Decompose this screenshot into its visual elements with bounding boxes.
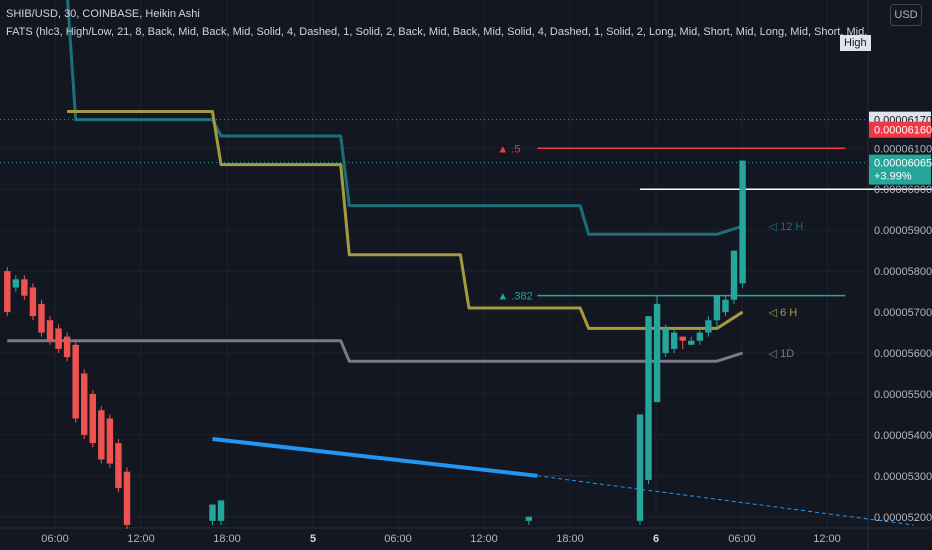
candle-body — [123, 471, 131, 525]
candle-body — [217, 500, 225, 521]
fats-line-label: ◁ 1D — [769, 348, 795, 360]
candles — [4, 160, 746, 530]
candle-body — [713, 295, 721, 321]
indicator-legend[interactable]: FATS (hlc3, High/Low, 21, 8, Back, Mid, … — [6, 26, 870, 38]
candle-body — [739, 160, 746, 284]
candle-body — [653, 303, 661, 403]
fats-line-6h — [67, 109, 744, 330]
time-tick-label: 06:00 — [41, 533, 69, 545]
high-price-label: High — [840, 35, 871, 51]
candle-body — [106, 418, 114, 464]
time-tick-label: 06:00 — [384, 533, 412, 545]
candle-body — [662, 328, 669, 353]
candle-body — [679, 336, 686, 341]
price-tick-label: 0.00005800 — [874, 266, 932, 278]
price-tick-label: 0.00006100 — [874, 143, 932, 155]
price-tick-label: 0.00005900 — [874, 225, 932, 237]
last-price-tag — [869, 154, 931, 185]
candle-body — [696, 332, 704, 341]
candle-body — [688, 340, 695, 345]
candle-body — [46, 320, 54, 341]
candle-body — [722, 299, 729, 313]
fats-line-label: ◁ 6 H — [769, 307, 798, 319]
candle-body — [21, 279, 28, 296]
candle-body — [98, 410, 105, 460]
candle-body — [670, 332, 678, 349]
time-tick-label: 6 — [653, 533, 659, 545]
price-tick-label: 0.00005700 — [874, 307, 932, 319]
price-tick-label: 0.00005200 — [874, 512, 932, 524]
candle-body — [63, 336, 71, 358]
time-tick-label: 18:00 — [556, 533, 584, 545]
candle-body — [636, 414, 644, 521]
candle-body — [72, 344, 79, 419]
time-tick-label: 18:00 — [213, 533, 241, 545]
candle-body — [89, 393, 96, 444]
time-tick-label: 5 — [310, 533, 316, 545]
fats-line-label: ◁ 12 H — [769, 221, 804, 233]
red-price-value: 0.00006160 — [874, 125, 932, 137]
candle-body — [525, 516, 533, 521]
fats-line-1d — [7, 339, 744, 363]
time-tick-label: 12:00 — [470, 533, 498, 545]
last-price-change: +3.99% — [874, 171, 912, 183]
time-tick-label: 06:00 — [728, 533, 756, 545]
grid-lines — [0, 0, 868, 528]
candle-body — [55, 328, 62, 349]
fib-level-label: ▲ .5 — [497, 143, 520, 155]
candle-body — [4, 271, 11, 313]
last-price-value: 0.00006065 — [874, 158, 932, 170]
price-tick-label: 0.00006000 — [874, 184, 932, 196]
time-tick-label: 12:00 — [127, 533, 155, 545]
fib-level-label: ▲ .382 — [497, 291, 532, 303]
price-tick-label: 0.00005300 — [874, 471, 932, 483]
candle-body — [29, 287, 37, 317]
trend-line — [212, 436, 538, 478]
symbol-legend[interactable]: SHIB/USD, 30, COINBASE, Heikin Ashi — [6, 8, 200, 20]
currency-button[interactable]: USD — [890, 4, 922, 26]
trend-line-extension — [537, 475, 914, 526]
red-price-tag — [869, 121, 931, 138]
candle-body — [730, 250, 738, 300]
candle-body — [38, 303, 45, 333]
candle-body — [81, 373, 88, 435]
price-tick-label: 0.00005500 — [874, 389, 932, 401]
price-tick-label: 0.00005400 — [874, 430, 932, 442]
candle-body — [645, 316, 652, 480]
price-tick-label: 0.00005600 — [874, 348, 932, 360]
candle-body — [115, 443, 122, 489]
candle-body — [12, 279, 20, 288]
candle-body — [209, 504, 216, 521]
time-tick-label: 12:00 — [813, 533, 841, 545]
candle-body — [705, 320, 712, 333]
